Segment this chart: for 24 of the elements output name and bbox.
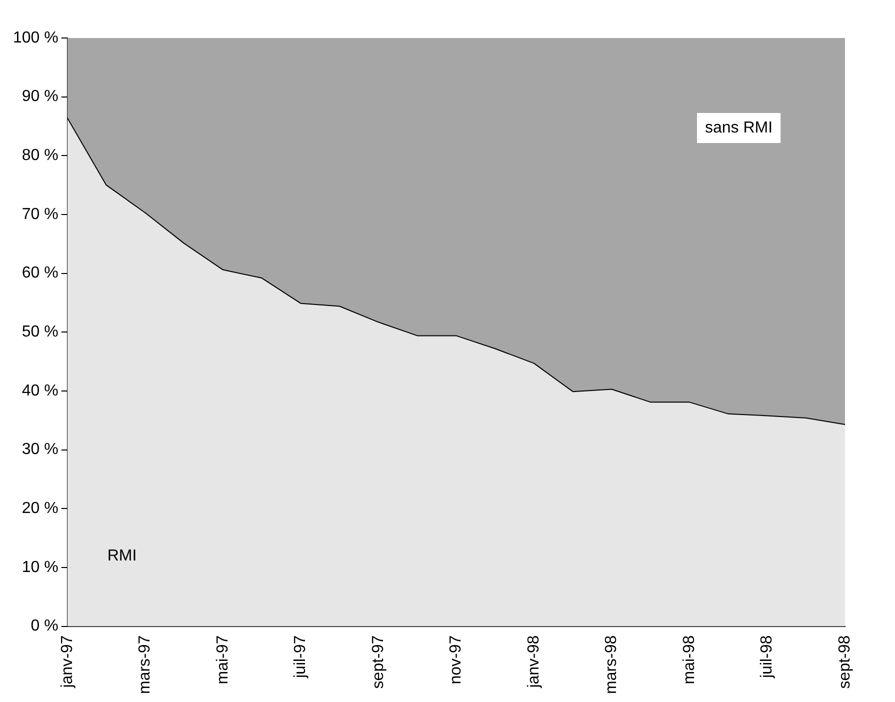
x-tick-label: sept-97: [370, 635, 387, 689]
y-tick-label: 90 %: [22, 88, 58, 106]
x-tick-label: mars-97: [136, 635, 154, 694]
series-label: sans RMI: [705, 119, 773, 136]
x-tick-label: mai-98: [680, 635, 698, 684]
x-tick-label: janv-97: [58, 635, 76, 689]
y-tick-label: 70 %: [22, 206, 58, 223]
y-tick-label: 100 %: [12, 29, 58, 46]
x-tick-label: mai-97: [214, 635, 232, 684]
y-tick-label: 80 %: [22, 147, 58, 164]
y-tick-label: 20 %: [22, 500, 58, 518]
y-tick-label: 0 %: [30, 618, 58, 635]
x-tick-label: nov-97: [448, 635, 465, 684]
y-tick-label: 40 %: [22, 382, 58, 400]
x-tick-label: janv-98: [525, 635, 542, 689]
y-tick-label: 50 %: [22, 324, 58, 341]
x-tick-label: sept-98: [836, 635, 854, 689]
y-tick-label: 60 %: [22, 264, 58, 282]
series-label: RMI: [107, 548, 137, 565]
x-tick-label: juil-98: [758, 635, 776, 680]
y-tick-label: 30 %: [22, 441, 58, 458]
x-tick-label: juil-97: [292, 635, 310, 680]
y-tick-label: 10 %: [22, 558, 58, 576]
x-tick-label: mars-98: [603, 635, 620, 694]
